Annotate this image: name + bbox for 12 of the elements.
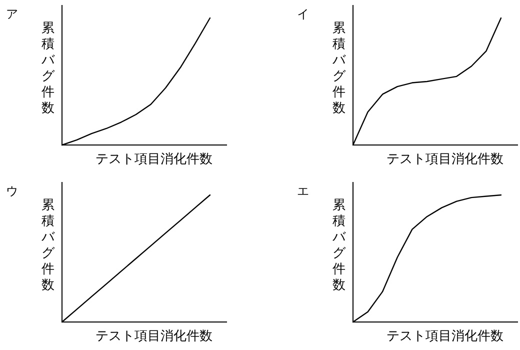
x-axis-title: テスト項目消化件数 [96,152,212,167]
x-axis-title: テスト項目消化件数 [386,329,504,344]
y-axis-title: 累積バグ件数 [40,198,56,293]
x-axis-title: テスト項目消化件数 [96,329,212,344]
chart-title: ウ [6,184,18,198]
y-axis-title: 累積バグ件数 [40,21,56,116]
y-axis-title: 累積バグ件数 [332,21,346,116]
chart-title: イ [297,7,309,21]
y-axis-title: 累積バグ件数 [332,198,346,293]
chart-title: ア [6,7,18,21]
chart-title: エ [297,184,309,198]
x-axis-title: テスト項目消化件数 [386,152,504,167]
